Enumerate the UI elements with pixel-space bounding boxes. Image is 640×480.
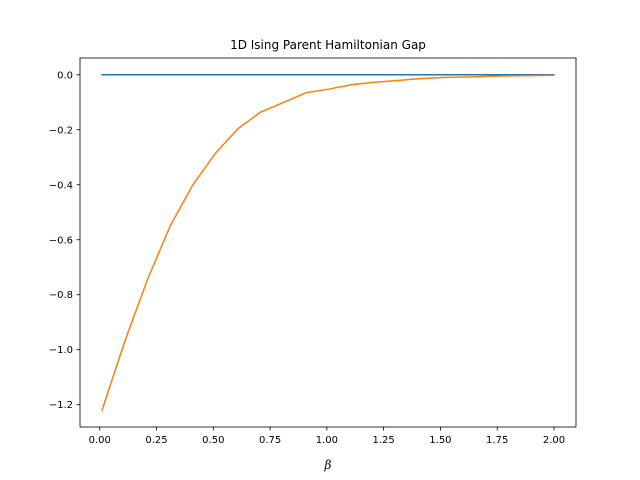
x-tick-label: 2.00	[543, 435, 565, 446]
x-tick-label: 1.75	[486, 435, 508, 446]
x-axis-label: β	[324, 458, 332, 472]
x-tick-label: 0.75	[259, 435, 281, 446]
x-tick-label: 1.25	[373, 435, 395, 446]
x-tick-label: 0.50	[202, 435, 224, 446]
chart-title: 1D Ising Parent Hamiltonian Gap	[230, 38, 426, 52]
plot-frame	[79, 57, 577, 428]
x-tick-label: 1.00	[316, 435, 338, 446]
y-tick-label: −1.2	[49, 400, 73, 411]
y-tick-label: 0.0	[57, 70, 73, 81]
y-tick-label: −0.6	[49, 235, 73, 246]
series-layer	[101, 74, 555, 412]
x-tick-label: 0.00	[89, 435, 111, 446]
x-tick-label: 1.50	[429, 435, 451, 446]
axes-layer: 0.00 0.25 0.50 0.75 1.00 1.25 1.50 1.75 2.00 −1.2…	[49, 57, 577, 446]
y-tick-label: −0.8	[49, 290, 73, 301]
x-tick-label: 0.25	[145, 435, 167, 446]
y-tick-label: −1.0	[49, 345, 73, 356]
y-tick-label: −0.2	[49, 125, 73, 136]
series-line-2	[101, 74, 555, 412]
y-tick-label: −0.4	[49, 180, 73, 191]
